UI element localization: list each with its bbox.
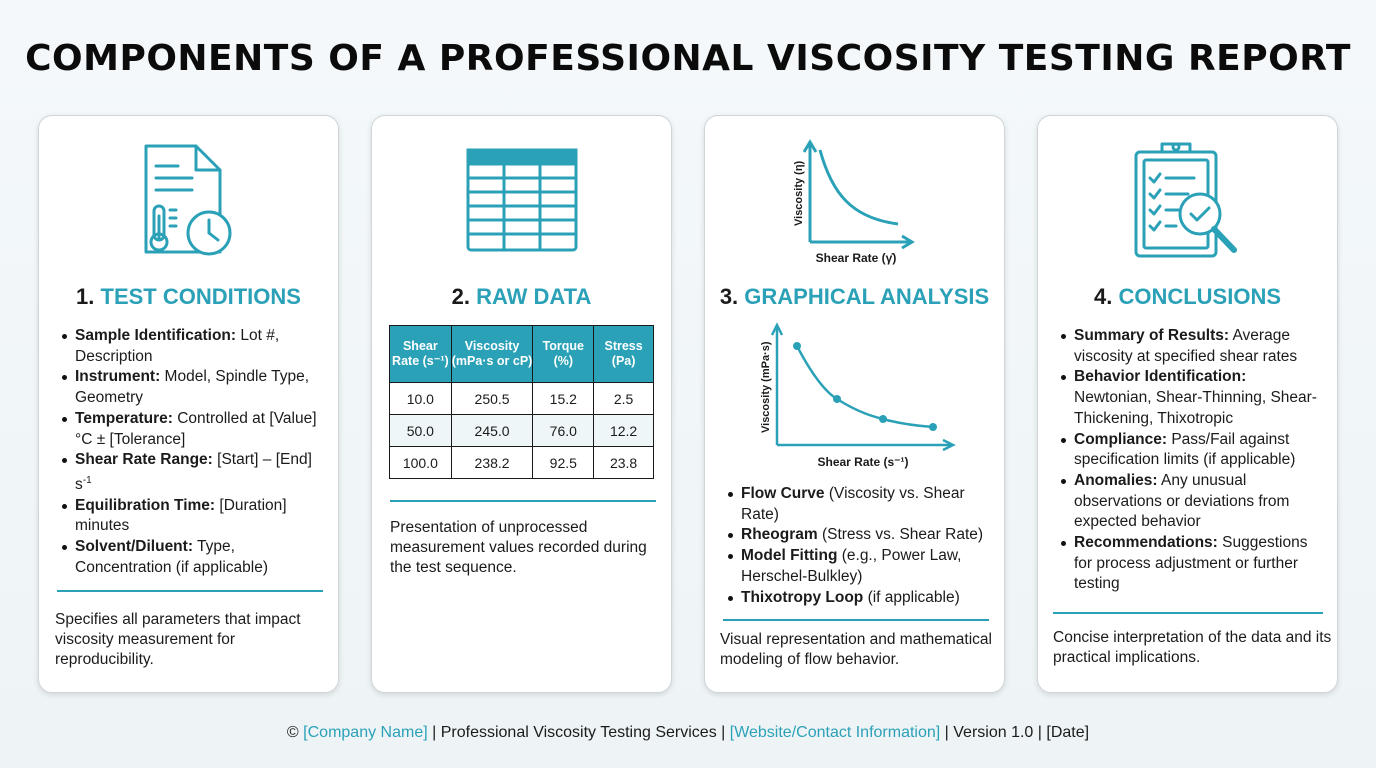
table-cell: 238.2 — [450, 446, 534, 479]
divider — [1053, 612, 1323, 614]
card-graphical-analysis: Viscosity (η) Shear Rate (γ̇) 3. GRAPHIC… — [704, 115, 1005, 693]
table-cell: 10.0 — [389, 382, 452, 415]
list-item: Solvent/Diluent: Type, Concentration (if… — [62, 537, 324, 578]
card-title: 2. RAW DATA — [372, 284, 671, 310]
bullet-list: Summary of Results: Average viscosity at… — [1061, 326, 1323, 595]
list-item: Anomalies: Any unusual observations or d… — [1061, 471, 1323, 533]
table-row: 50.0 245.0 76.0 12.2 — [389, 414, 654, 447]
table-cell: 15.2 — [532, 382, 595, 415]
table-row: 100.0 238.2 92.5 23.8 — [389, 446, 654, 479]
table-row: 10.0 250.5 15.2 2.5 — [389, 382, 654, 415]
table-header-cell: Viscosity (mPa·s or cP) — [450, 325, 534, 383]
table-cell: 23.8 — [593, 446, 654, 479]
chart-xlabel: Shear Rate (s⁻¹) — [817, 455, 908, 469]
list-item: Behavior Identification: Newtonian, Shea… — [1061, 367, 1323, 429]
divider — [723, 619, 989, 621]
card-test-conditions: 1. TEST CONDITIONS Sample Identification… — [38, 115, 339, 693]
flow-curve-chart: Viscosity (mPa·s) Shear Rate (s⁻¹) — [749, 321, 959, 478]
card-raw-data: 2. RAW DATA Shear Rate (s⁻¹) Viscosity (… — [371, 115, 672, 693]
raw-data-table: Shear Rate (s⁻¹) Viscosity (mPa·s or cP)… — [389, 325, 654, 479]
footer: © [Company Name] | Professional Viscosit… — [0, 724, 1376, 742]
list-item: Instrument: Model, Spindle Type, Geometr… — [62, 367, 324, 408]
card-number: 2. — [451, 284, 470, 309]
list-item: Flow Curve (Viscosity vs. Shear Rate) — [728, 484, 990, 525]
table-cell: 2.5 — [593, 382, 654, 415]
table-cell: 100.0 — [389, 446, 452, 479]
table-cell: 50.0 — [389, 414, 452, 447]
chart-ylabel: Viscosity (mPa·s) — [760, 341, 772, 433]
clipboard-checklist-magnifier-icon — [1038, 138, 1337, 262]
card-title: 4. CONCLUSIONS — [1038, 284, 1337, 310]
list-item: Rheogram (Stress vs. Shear Rate) — [728, 525, 990, 546]
list-item: Shear Rate Range: [Start] – [End] s-1 — [62, 450, 324, 496]
card-conclusions: 4. CONCLUSIONS Summary of Results: Avera… — [1037, 115, 1338, 693]
card-number: 1. — [76, 284, 95, 309]
card-title: 3. GRAPHICAL ANALYSIS — [705, 284, 1004, 310]
flow-curve-chart-icon: Viscosity (η) Shear Rate (γ̇) — [705, 134, 1004, 270]
card-title: 1. TEST CONDITIONS — [39, 284, 338, 310]
divider — [390, 500, 656, 502]
table-cell: 250.5 — [450, 382, 534, 415]
list-item: Temperature: Controlled at [Value]°C ± [… — [62, 409, 324, 450]
table-cell: 92.5 — [532, 446, 595, 479]
card-title-text: CONCLUSIONS — [1118, 284, 1282, 309]
company-name-link[interactable]: [Company Name] — [303, 724, 428, 741]
divider — [57, 590, 323, 592]
card-summary: Specifies all parameters that impact vis… — [55, 611, 301, 668]
list-item: Sample Identification: Lot #, Descriptio… — [62, 326, 324, 367]
table-header-cell: Stress (Pa) — [593, 325, 654, 383]
card-title-text: RAW DATA — [476, 284, 592, 309]
data-point — [929, 423, 937, 431]
spreadsheet-table-icon — [372, 148, 671, 252]
icon-chart-xlabel: Shear Rate (γ̇) — [815, 251, 896, 265]
list-item: Equilibration Time: [Duration] minutes — [62, 496, 324, 537]
list-item: Thixotropy Loop (if applicable) — [728, 588, 990, 609]
card-summary: Visual representation and mathematical m… — [720, 631, 992, 668]
card-summary: Presentation of unprocessed measurement … — [390, 519, 647, 576]
data-point — [833, 395, 841, 403]
website-contact-link[interactable]: [Website/Contact Information] — [729, 724, 941, 741]
list-item: Recommendations: Suggestions for process… — [1061, 533, 1323, 595]
table-header-cell: Torque (%) — [532, 325, 595, 383]
footer-version-date: | Version 1.0 | [Date] — [940, 724, 1090, 741]
list-item: Compliance: Pass/Fail against specificat… — [1061, 430, 1323, 471]
card-number: 4. — [1093, 284, 1113, 309]
icon-chart-ylabel: Viscosity (η) — [793, 160, 805, 226]
list-item: Model Fitting (e.g., Power Law, Herschel… — [728, 546, 990, 587]
table-cell: 76.0 — [532, 414, 595, 447]
document-thermometer-clock-icon — [39, 140, 338, 260]
table-cell: 12.2 — [593, 414, 654, 447]
table-header-row: Shear Rate (s⁻¹) Viscosity (mPa·s or cP)… — [389, 325, 654, 383]
list-item: Summary of Results: Average viscosity at… — [1061, 326, 1323, 367]
card-title-text: TEST CONDITIONS — [100, 284, 301, 309]
page-title: COMPONENTS OF A PROFESSIONAL VISCOSITY T… — [25, 38, 1351, 79]
table-cell: 245.0 — [450, 414, 534, 447]
table-header-cell: Shear Rate (s⁻¹) — [389, 325, 452, 383]
card-title-text: GRAPHICAL ANALYSIS — [744, 284, 990, 309]
data-point — [879, 415, 887, 423]
bullet-list: Flow Curve (Viscosity vs. Shear Rate) Rh… — [728, 484, 990, 609]
card-number: 3. — [719, 284, 739, 309]
footer-text: | Professional Viscosity Testing Service… — [427, 724, 730, 741]
card-summary: Concise interpretation of the data and i… — [1053, 629, 1332, 666]
data-point — [793, 342, 801, 350]
bullet-list: Sample Identification: Lot #, Descriptio… — [62, 326, 324, 579]
copyright-symbol: © — [286, 724, 299, 741]
